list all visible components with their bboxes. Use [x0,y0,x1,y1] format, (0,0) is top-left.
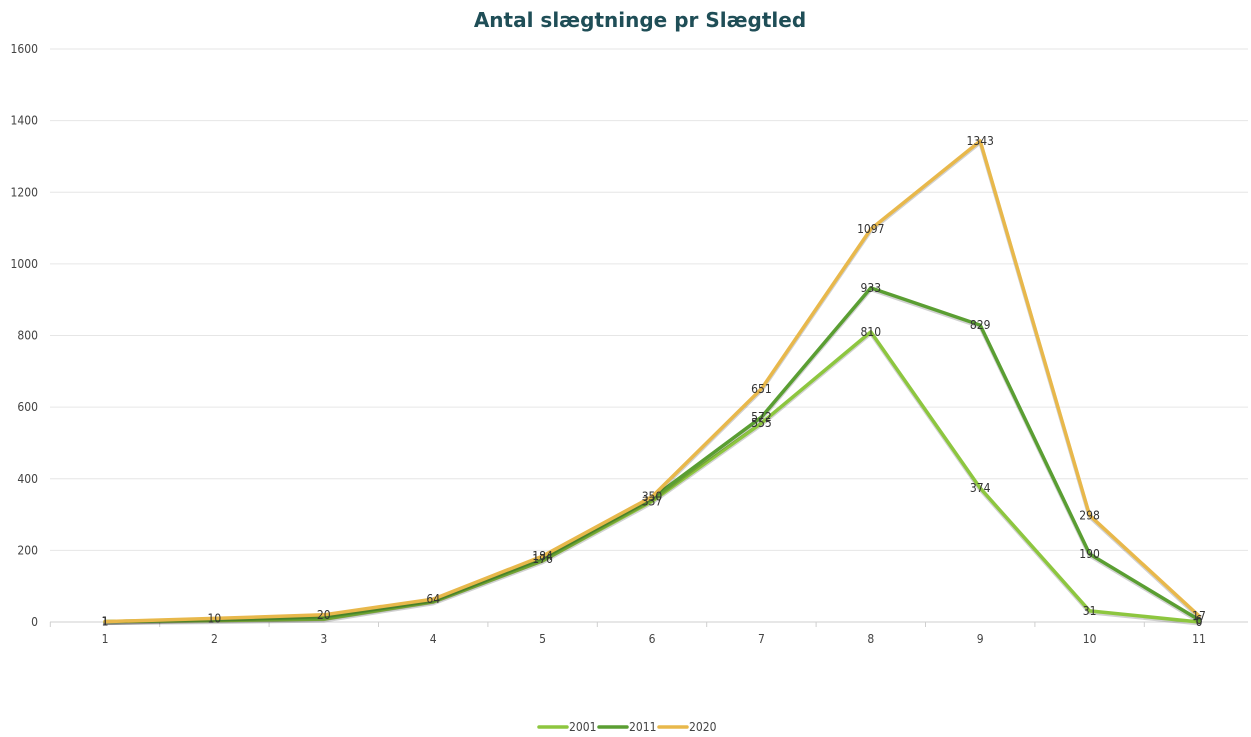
data-label-2011: 933 [860,281,881,295]
x-tick-label: 5 [539,632,546,646]
x-tick-label: 7 [758,632,765,646]
series-line-shadow-2011 [103,287,1201,626]
data-label-2011: 6 [1196,613,1203,627]
series-line-2020 [103,139,1201,624]
legend: 2001 2011 2020 [537,720,717,734]
series-line-2001 [103,330,1201,624]
data-label-2020: 651 [751,382,772,396]
data-label-2011: 829 [970,318,991,332]
y-tick-label: 1600 [11,42,39,56]
data-label-2020: 350 [642,490,663,504]
data-label-2001: 555 [751,416,772,430]
data-label-2011: 190 [1079,547,1100,561]
data-label-2011: 176 [532,552,553,566]
x-tick-label: 9 [977,632,984,646]
data-label-2020: 10 [208,611,222,625]
legend-label: 2011 [629,720,656,734]
data-label-2001: 374 [970,481,991,495]
series-line-2011 [103,286,1201,624]
data-label-2020: 298 [1079,508,1100,522]
series-lines [103,139,1201,626]
data-label-2001: 31 [1083,604,1097,618]
legend-item-2001: 2001 [537,720,596,734]
x-tick-label: 3 [320,632,327,646]
legend-item-2011: 2011 [597,720,656,734]
data-label-2001: 810 [860,325,881,339]
legend-label: 2001 [569,720,596,734]
y-tick-label: 400 [17,472,38,486]
x-tick-label: 11 [1192,632,1206,646]
y-tick-label: 1400 [11,114,39,128]
y-tick-label: 200 [17,543,38,557]
y-tick-label: 800 [17,329,38,343]
y-tick-label: 0 [31,615,38,629]
chart-title: Antal slægtninge pr Slægtled [474,8,806,32]
data-label-2001: 1 [102,615,109,629]
y-tick-label: 1200 [11,185,39,199]
gridlines [50,48,1248,623]
x-tick-label: 6 [649,632,656,646]
x-tick-label: 4 [430,632,437,646]
data-label-2001: 337 [642,494,663,508]
y-tick-label: 600 [17,400,38,414]
legend-label: 2020 [689,720,717,734]
x-tick-label: 10 [1083,632,1097,646]
data-label-2020: 20 [317,608,331,622]
x-tick-label: 2 [211,632,218,646]
x-tick-label: 1 [102,632,109,646]
data-label-2020: 1 [102,615,109,629]
data-label-2020: 1343 [966,134,993,148]
data-label-2020: 17 [1192,609,1206,623]
data-label-2011: 572 [751,410,772,424]
data-label-2020: 184 [532,549,553,563]
y-tick-label: 1000 [11,257,39,271]
data-label-2011: 1 [102,615,109,629]
legend-item-2020: 2020 [657,720,717,734]
data-label-2020: 64 [426,592,440,606]
x-tick-label: 8 [867,632,874,646]
data-label-2020: 1097 [857,222,884,236]
data-label-2001: 0 [1196,615,1203,629]
